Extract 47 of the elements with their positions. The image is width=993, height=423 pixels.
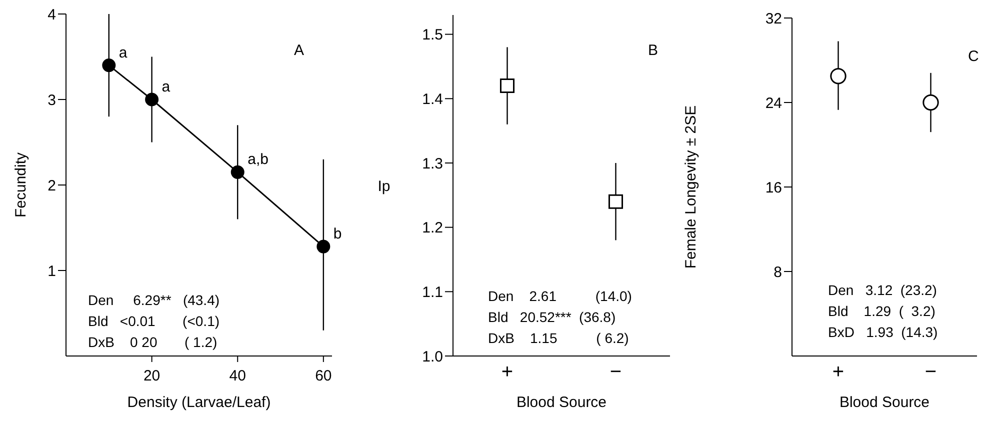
point — [145, 92, 159, 106]
x-axis-title: Blood Source — [839, 394, 930, 411]
x-tick-label: + — [832, 361, 844, 384]
y-tick-label: 3 — [48, 92, 56, 109]
annotation: DxB 0 20 ( 1.2) — [88, 333, 218, 352]
y-tick-label: 1.1 — [422, 284, 443, 301]
annotation: Bld 1.29 ( 3.2) — [828, 302, 936, 321]
annotation: Bld <0.01 (<0.1) — [88, 312, 220, 331]
x-tick-label: + — [501, 361, 514, 384]
y-tick-label: 4 — [48, 6, 56, 24]
annotation: DxB 1.15 ( 6.2) — [488, 329, 630, 348]
y-tick-label: 8 — [774, 264, 782, 281]
annotation: a — [162, 78, 171, 96]
y-tick-label: 24 — [765, 94, 782, 112]
annotation: b — [333, 226, 342, 243]
y-tick-label: 1.2 — [422, 220, 443, 237]
y-tick-label: 1.3 — [422, 155, 443, 172]
y-tick-label: 2 — [48, 177, 56, 194]
y-tick-label: 1.5 — [422, 26, 443, 44]
annotation: Den 6.29** (43.4) — [88, 291, 220, 310]
annotation: Den 3.12 (23.2) — [828, 281, 938, 300]
y-tick-label: 32 — [765, 10, 782, 28]
x-axis-title: Density (Larvae/Leaf) — [127, 394, 271, 411]
x-tick-label: 40 — [229, 368, 246, 385]
annotation: Den 2.61 (14.0) — [488, 287, 632, 306]
text: C — [968, 48, 979, 65]
y-tick-label: 1 — [48, 262, 56, 280]
annotation: a,b — [248, 151, 268, 168]
y-tick-label: 1.0 — [422, 348, 443, 366]
y-tick-label: 1.4 — [422, 90, 443, 108]
x-tick-label: − — [924, 361, 937, 384]
annotation: a — [118, 44, 128, 62]
x-tick-label: − — [610, 361, 622, 384]
annotation: BxD 1.93 (14.3) — [828, 323, 938, 342]
y-axis-title: Female Longevity ± 2SE — [682, 105, 700, 269]
x-tick-label: 20 — [143, 368, 160, 385]
text: B — [648, 42, 658, 59]
y-tick-label: 16 — [765, 179, 782, 196]
text: A — [294, 42, 304, 59]
x-tick-label: 60 — [315, 368, 332, 385]
point — [230, 165, 244, 179]
annotation: Bld 20.52*** (36.8) — [488, 308, 617, 327]
point — [316, 240, 330, 254]
x-axis-title: Blood Source — [516, 394, 607, 411]
y-axis-title: Ip — [378, 178, 390, 195]
point — [102, 58, 116, 72]
y-axis-title: Fecundity — [12, 152, 30, 218]
